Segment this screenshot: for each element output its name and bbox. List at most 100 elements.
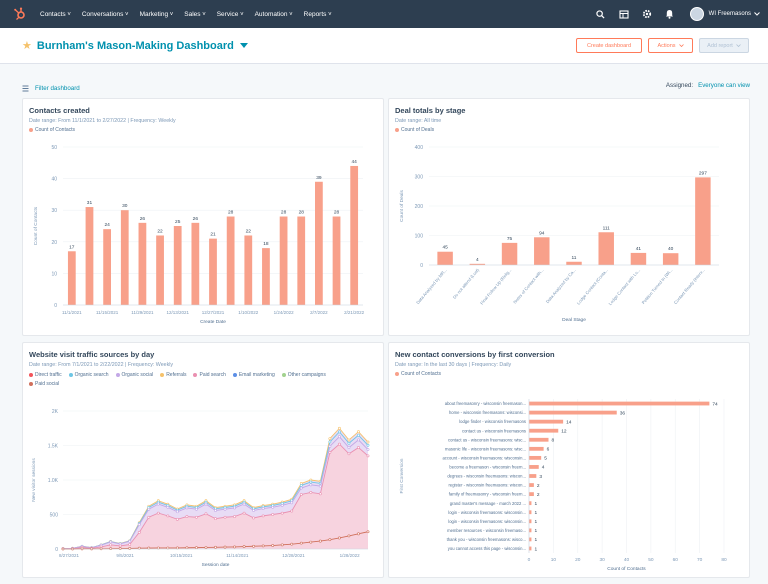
legend-label: Paid social [35,381,60,387]
bar [315,181,323,305]
nav-item-reports[interactable]: Reports ˅ [304,11,332,18]
direct-traffic-line-point [137,531,141,534]
nav-item-conversations[interactable]: Conversations ˅ [82,11,129,18]
x-tick-label: 1/10/2022 [238,310,259,315]
actions-label: Actions [657,42,676,49]
legend-item[interactable]: Organic social [115,371,153,380]
filter-icon[interactable] [22,85,29,92]
legend-item[interactable]: Paid search [193,371,226,380]
assigned-label: Assigned: [665,82,694,89]
legend-item[interactable]: Other campaigns [281,371,326,380]
top-navigation: Contacts ˅ Conversations ˅ Marketing ˅ Sale… [0,0,768,28]
nav-item-contacts[interactable]: Contacts ˅ [40,11,71,18]
account-menu-chevron-down-icon[interactable] [754,12,760,16]
data-label: 21 [210,232,216,238]
favorite-star-icon[interactable]: ★ [22,40,32,52]
direct-traffic-line-point [261,514,265,518]
nav-item-label: Service [216,10,239,18]
search-icon[interactable] [595,8,607,20]
x-tick-label: 20 [575,557,581,563]
chevron-down-icon: ˅ [123,11,129,18]
y-tick-label: thank you - wisconsin freemasons: wisco.… [447,537,526,542]
direct-traffic-line-point [233,515,236,518]
report-subtitle: Date range: In the last 30 days | Freque… [395,362,512,368]
hubspot-logo-icon[interactable] [10,4,30,24]
bar [469,263,486,265]
report-card-contact-conversions: New contact conversions by first convers… [388,342,750,578]
notifications-bell-icon[interactable] [664,8,676,20]
y-tick-label: 500 [50,513,59,519]
legend-item[interactable]: Direct traffic [29,371,62,380]
data-label: 74 [712,401,718,407]
y-tick-label: login - wisconsin freemasons: wisconsin.… [448,519,526,524]
nav-item-sales[interactable]: Sales ˅ [184,11,205,18]
organic-social-line-point [328,444,332,448]
paid-social-line-point [318,539,322,543]
x-tick-label: Do not attend (Lost) [452,267,481,300]
data-label: 4 [476,257,479,263]
x-tick-label: Data Analyzed by MR... [415,267,448,305]
organic-social-line-point [156,502,160,506]
report-title[interactable]: Deal totals by stage [395,106,466,115]
x-axis-title: Session date [202,562,230,568]
data-label: 2 [537,483,540,489]
data-label: 3 [539,474,542,480]
direct-traffic-line-point [252,516,256,520]
legend-item[interactable]: Referrals [160,371,186,380]
data-label: 30 [122,203,128,209]
data-label: 22 [157,228,163,234]
report-title[interactable]: New contact conversions by first convers… [395,350,555,359]
x-tick-label: 11/29/2021 [131,310,154,315]
data-label: 75 [507,236,513,242]
assigned-value-link[interactable]: Everyone can view [698,82,750,89]
paid-social-line-point [185,546,189,550]
dashboard-title[interactable]: Burnham's Mason-Making Dashboard [36,39,234,52]
x-tick-label: 12/13/2021 [166,310,189,315]
legend-swatch [29,127,33,132]
settings-gear-icon[interactable] [641,8,653,20]
account-menu-label[interactable]: WI Freemasons [708,11,751,17]
create-dashboard-button[interactable]: Create dashboard [576,38,642,53]
y-tick-label: you cannot access this page - wisconsin.… [448,546,526,551]
direct-traffic-line-point [128,543,132,546]
nav-item-service[interactable]: Service ˅ [217,11,244,18]
x-tick-label: Petition Turned In (Wi... [641,267,674,305]
filter-dashboard-link[interactable]: Filter dashboard [35,84,80,92]
legend-item[interactable]: Paid social [29,380,59,389]
y-tick-label: 1.0K [48,478,59,484]
legend-label: Count of Deals [401,127,435,133]
nav-item-marketing[interactable]: Marketing ˅ [140,11,174,18]
legend-item[interactable]: Organic search [68,371,109,380]
paid-social-line-point [271,544,275,547]
nav-item-automation[interactable]: Automation ˅ [255,11,293,18]
report-title[interactable]: Contacts created [29,106,90,115]
avatar[interactable] [689,7,704,21]
paid-social-line-point [109,547,113,551]
referrals-line-point [338,426,341,430]
bar [529,465,539,469]
report-title[interactable]: Website visit traffic sources by day [29,350,155,359]
dashboard-switcher-chevron-down-icon[interactable] [239,43,248,48]
direct-traffic-line-point [156,511,160,515]
data-label: 40 [668,246,674,252]
organic-search-line-point [338,430,341,434]
bar [529,501,532,506]
add-report-button[interactable]: Add report [699,38,749,53]
data-label: 4 [542,465,545,471]
organic-social-line-point [204,502,208,506]
bar [529,474,537,478]
direct-traffic-line-point [175,517,179,521]
chevron-down-icon: ˅ [200,11,206,18]
y-tick-label: degrees - wisconsin freemasons: wiscon..… [447,474,526,479]
paid-social-line-point [366,530,370,534]
x-tick-label: 40 [624,557,630,563]
data-label: 44 [352,159,358,165]
data-label: 39 [316,175,322,181]
organic-social-line-point [223,507,227,511]
legend-item[interactable]: Email marketing [232,371,275,380]
marketplace-icon[interactable] [618,8,630,20]
x-tick-label: 80 [721,557,727,563]
y-tick-label: 0 [54,303,57,309]
organic-social-line-point [309,483,313,487]
actions-dropdown-button[interactable]: Actions [648,38,693,53]
